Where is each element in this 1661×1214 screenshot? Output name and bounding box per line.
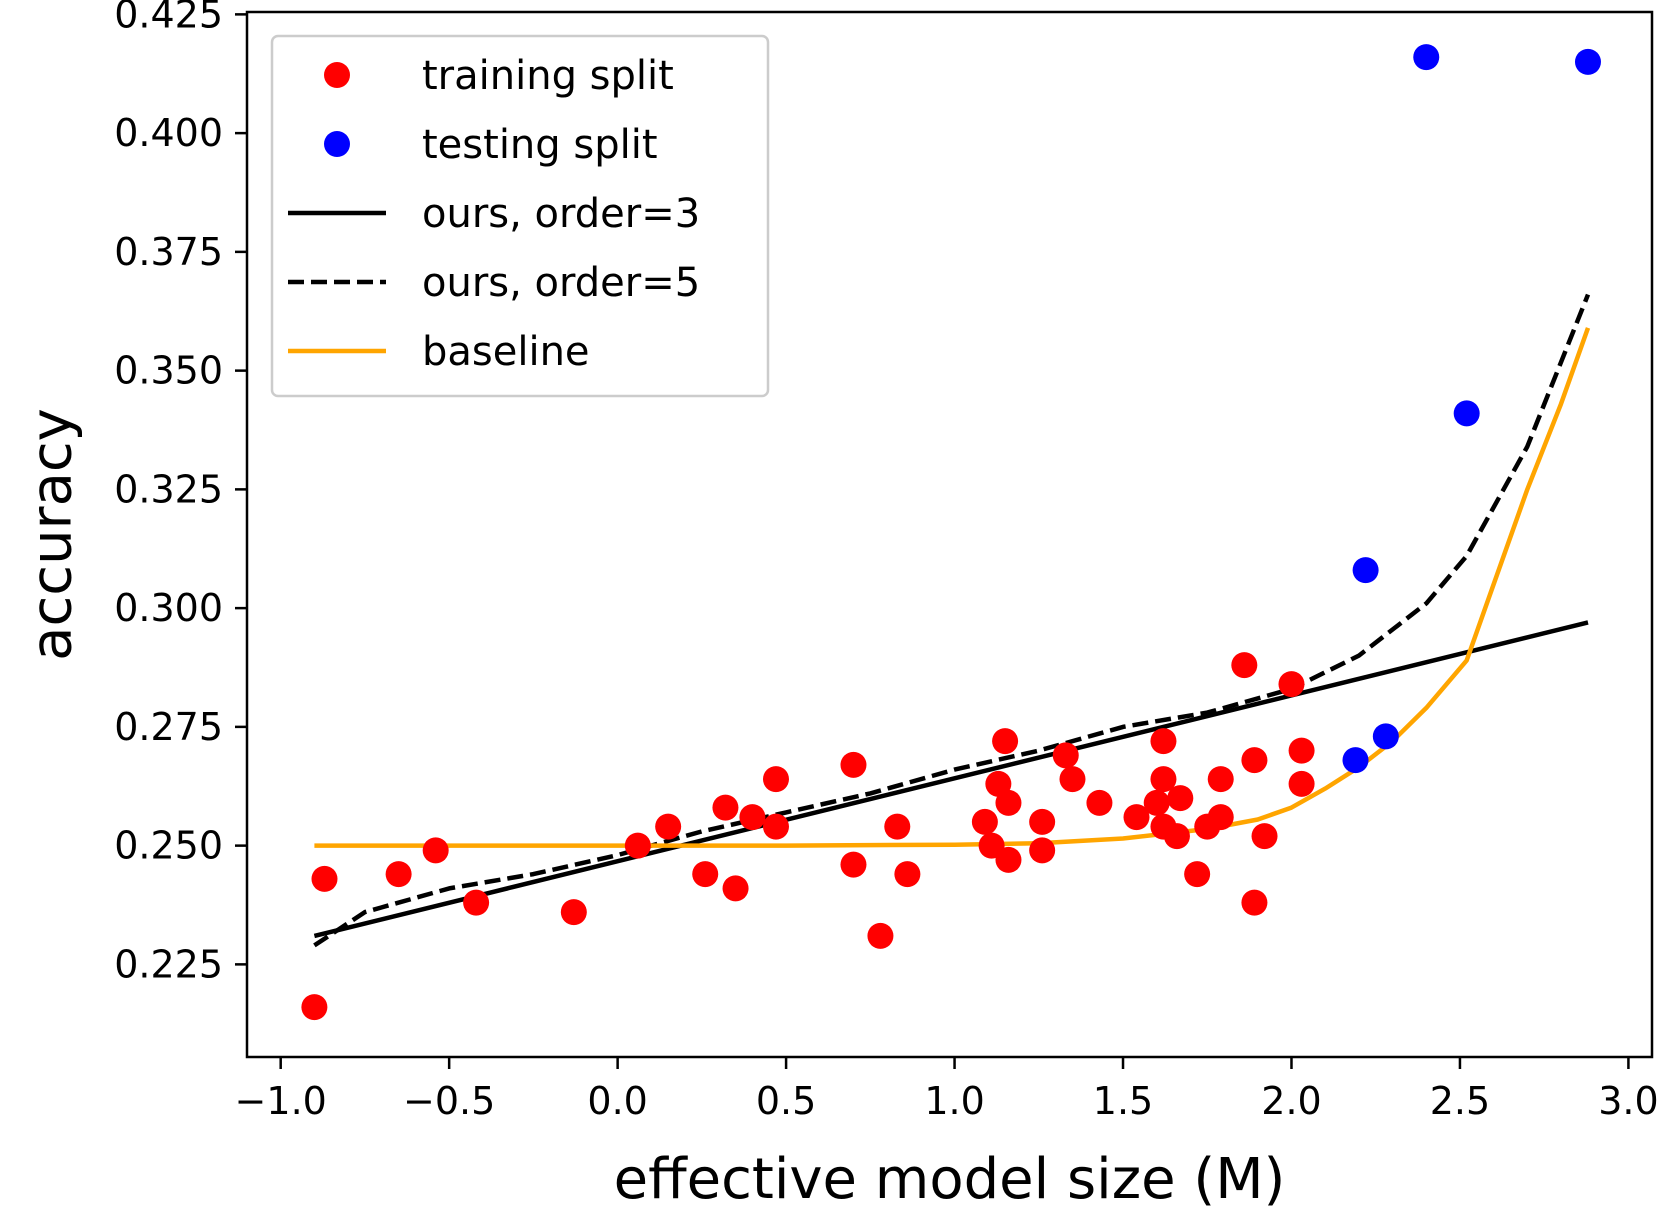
data-point-training-split [971,808,998,835]
data-point-training-split [894,861,921,888]
data-point-testing-split [1413,44,1440,71]
data-point-training-split [1288,770,1315,797]
x-tick-label: −0.5 [403,1079,495,1123]
y-axis-label: accuracy [20,408,85,661]
data-point-training-split [1207,766,1234,793]
data-point-training-split [1251,823,1278,850]
data-point-training-split [867,922,894,949]
data-point-training-split [301,994,328,1021]
data-point-training-split [655,813,682,840]
data-point-training-split [762,813,789,840]
legend-label-training-split: training split [422,53,674,99]
y-tick-label: 0.400 [114,111,223,155]
data-point-training-split [722,875,749,902]
data-point-training-split [463,889,490,916]
data-point-training-split [1163,823,1190,850]
legend-label-baseline: baseline [422,329,590,375]
x-tick-label: 2.0 [1261,1079,1321,1123]
data-point-training-split [995,789,1022,816]
data-point-training-split [1184,861,1211,888]
y-tick-label: 0.250 [114,824,223,868]
data-point-training-split [985,770,1012,797]
data-point-training-split [692,861,719,888]
data-point-training-split [1241,747,1268,774]
data-point-training-split [1231,652,1258,679]
x-tick-label: 1.5 [1093,1079,1153,1123]
data-point-training-split [1086,789,1113,816]
data-point-testing-split [1342,747,1369,774]
x-tick-label: 2.5 [1430,1079,1490,1123]
series-line-baseline [314,327,1591,848]
data-point-training-split [762,766,789,793]
data-point-testing-split [1453,400,1480,427]
legend-label-ours-order-3: ours, order=3 [422,191,700,237]
data-point-training-split [1167,785,1194,812]
data-point-training-split [1123,804,1150,831]
x-tick-label: 0.0 [587,1079,647,1123]
data-point-training-split [995,846,1022,873]
series-line-ours-order-3 [313,620,1589,939]
data-point-training-split [311,865,338,892]
y-tick-label: 0.425 [114,0,223,36]
x-tick-label: 1.0 [924,1079,984,1123]
legend-swatch-training-split [324,62,350,88]
plot-frame [245,10,1654,1059]
series-line-ours-order-5 [313,293,1591,948]
data-point-training-split [884,813,911,840]
data-point-testing-split [1352,557,1379,584]
data-point-training-split [422,837,449,864]
data-point-training-split [840,851,867,878]
y-tick-label: 0.225 [114,942,223,986]
data-point-training-split [992,728,1019,755]
data-point-training-split [840,751,867,778]
data-point-training-split [1059,766,1086,793]
y-axis: 0.225 0.250 0.275 0.300 0.325 0.350 0.375 0.400… [114,0,247,986]
x-axis-label: effective model size (M) [614,1147,1286,1212]
data-point-training-split [1207,804,1234,831]
y-tick-label: 0.350 [114,349,223,393]
data-point-testing-split [1372,723,1399,750]
x-axis: −1.0 −0.5 0.0 0.5 1.0 1.5 2.0 2.5 3.0 [235,1057,1659,1123]
data-point-training-split [385,861,412,888]
data-point-training-split [624,832,651,859]
data-point-training-split [1241,889,1268,916]
y-tick-label: 0.325 [114,467,223,511]
data-point-training-split [1143,789,1170,816]
legend: training split testing split ours, order=3… [270,34,770,398]
data-point-training-split [1288,737,1315,764]
x-tick-label: 3.0 [1598,1079,1658,1123]
legend-label-testing-split: testing split [422,122,658,168]
y-tick-label: 0.275 [114,705,223,749]
series-points [301,44,1601,1021]
data-point-training-split [1029,808,1056,835]
data-point-training-split [1052,742,1079,769]
data-point-training-split [739,804,766,831]
data-point-training-split [712,794,739,821]
data-point-training-split [1150,766,1177,793]
legend-swatch-testing-split [324,131,350,157]
legend-box [270,34,770,398]
legend-label-ours-order-5: ours, order=5 [422,260,700,306]
series-lines [313,293,1591,948]
x-tick-label: 0.5 [756,1079,816,1123]
y-tick-label: 0.300 [114,586,223,630]
data-point-training-split [1029,837,1056,864]
data-point-training-split [1278,671,1305,698]
data-point-training-split [560,899,587,926]
y-tick-label: 0.375 [114,230,223,274]
x-tick-label: −1.0 [235,1079,327,1123]
data-point-testing-split [1574,48,1601,75]
data-point-training-split [1150,728,1177,755]
